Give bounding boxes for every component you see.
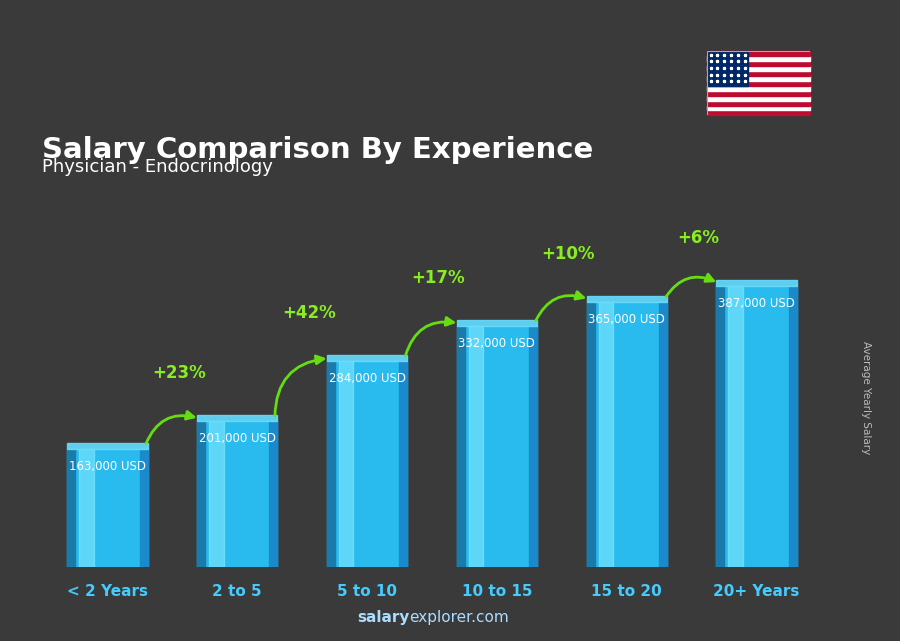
Text: 163,000 USD: 163,000 USD [69,460,146,473]
Bar [706,101,810,106]
Bar [587,302,667,567]
Bar [197,415,277,421]
Bar [269,421,277,567]
Bar [197,421,277,567]
Bar [716,286,796,567]
Text: salary: salary [357,610,410,625]
Bar [706,61,810,66]
Text: 10 to 15: 10 to 15 [462,584,532,599]
Bar [706,96,810,101]
Bar [706,71,810,76]
Bar [706,51,810,56]
Bar [706,81,810,86]
Bar [716,280,796,286]
Text: 15 to 20: 15 to 20 [591,584,662,599]
Bar [716,286,725,567]
Bar [587,296,667,302]
Bar [456,326,537,567]
Text: +17%: +17% [411,269,465,287]
Text: +6%: +6% [677,229,719,247]
Text: 332,000 USD: 332,000 USD [458,337,536,350]
Bar [706,56,810,61]
Bar [209,421,223,567]
Text: +42%: +42% [282,304,336,322]
Bar [788,286,796,567]
Text: 20+ Years: 20+ Years [714,584,800,599]
Text: +23%: +23% [152,364,206,382]
Bar [327,361,335,567]
Text: Salary Comparison By Experience: Salary Comparison By Experience [42,136,594,163]
Bar [339,361,354,567]
Bar [68,443,148,449]
Bar [456,326,464,567]
Bar [327,354,408,361]
Text: 201,000 USD: 201,000 USD [199,433,275,445]
Bar [327,361,408,567]
Bar [598,302,613,567]
Text: < 2 Years: < 2 Years [67,584,148,599]
Bar [728,286,742,567]
Bar [68,449,76,567]
Bar [529,326,537,567]
Bar [469,326,483,567]
Bar [659,302,667,567]
Bar [197,421,205,567]
Bar [79,449,94,567]
Text: 5 to 10: 5 to 10 [338,584,397,599]
Text: 284,000 USD: 284,000 USD [328,372,406,385]
Bar [706,66,810,71]
Bar [587,302,595,567]
Bar [456,320,537,326]
Text: Average Yearly Salary: Average Yearly Salary [860,341,871,454]
Text: +10%: +10% [542,245,595,263]
Bar [140,449,148,567]
Bar [400,361,408,567]
Bar [706,51,748,86]
Text: Physician - Endocrinology: Physician - Endocrinology [42,158,274,176]
Bar [706,91,810,96]
Bar [706,76,810,81]
Bar [706,86,810,91]
Text: 387,000 USD: 387,000 USD [718,297,795,310]
Bar [68,449,148,567]
Text: 2 to 5: 2 to 5 [212,584,262,599]
Text: explorer.com: explorer.com [410,610,509,625]
Text: 365,000 USD: 365,000 USD [589,313,665,326]
Bar [706,110,810,115]
Bar [706,106,810,110]
